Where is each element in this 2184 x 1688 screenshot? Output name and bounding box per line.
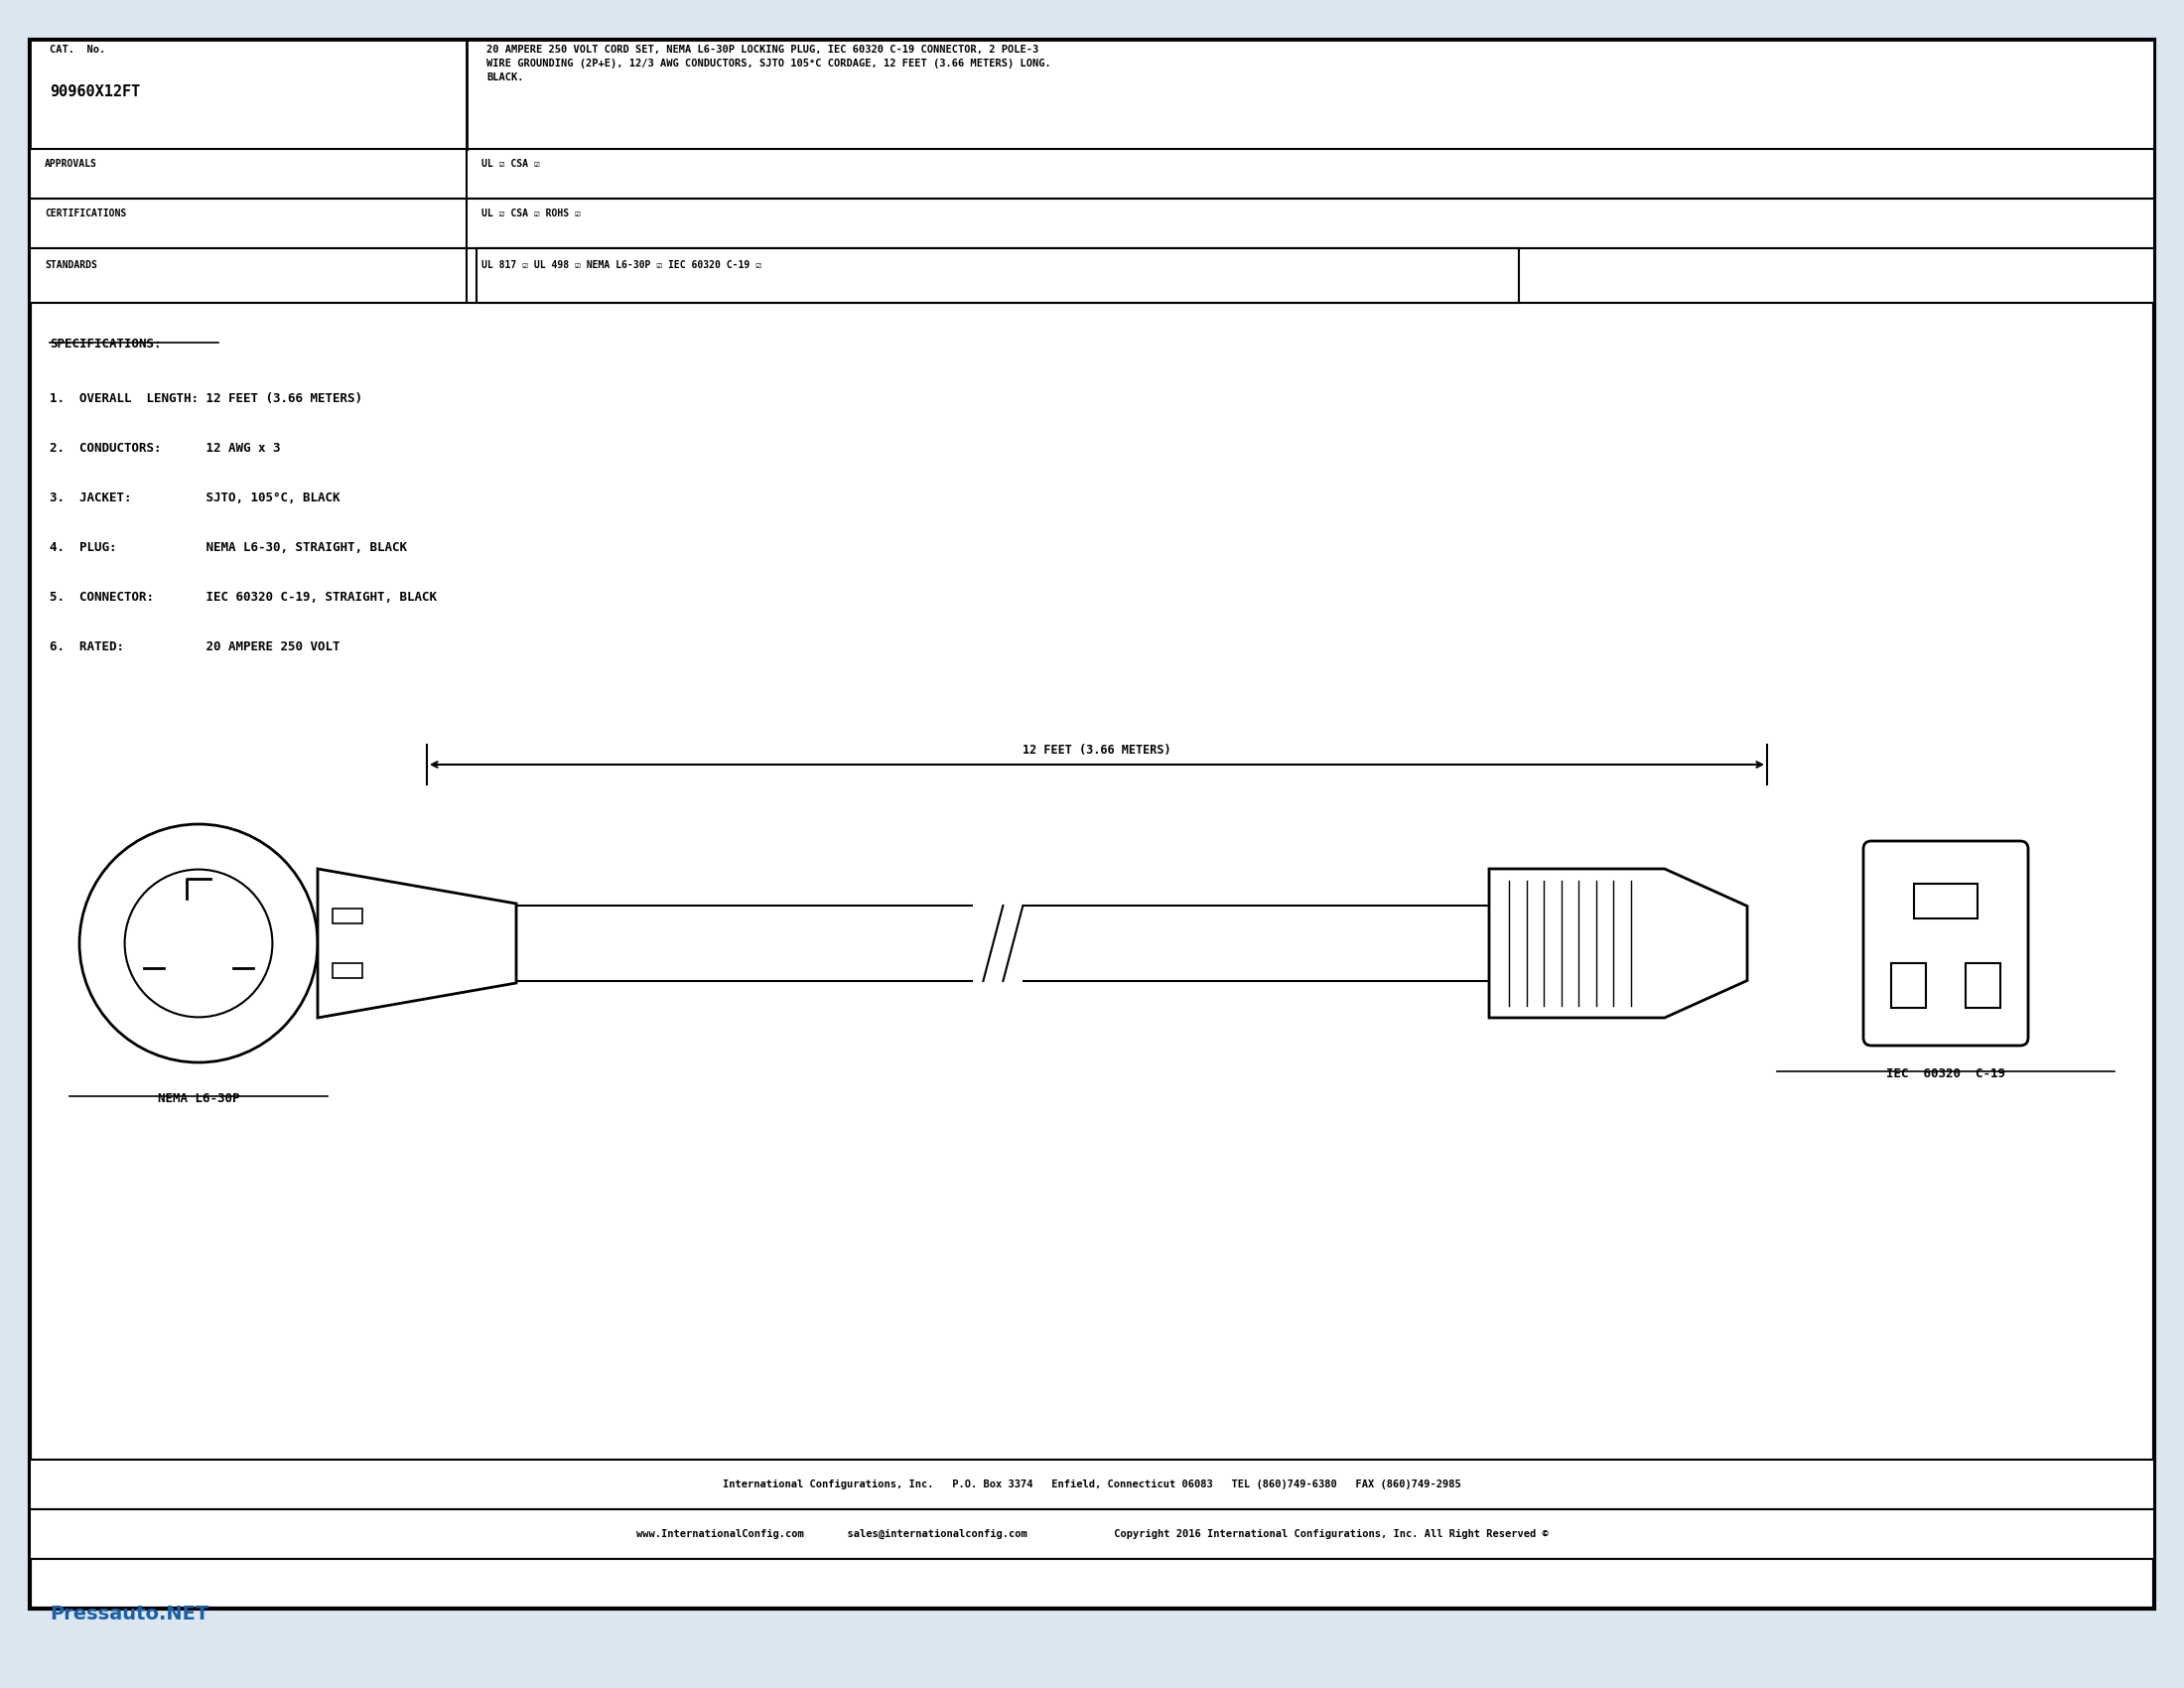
Text: STANDARDS: STANDARDS bbox=[44, 260, 96, 270]
Bar bbox=[31, 149, 2153, 199]
Bar bbox=[476, 248, 1518, 302]
Bar bbox=[31, 1460, 2153, 1509]
Bar bbox=[332, 964, 363, 977]
Circle shape bbox=[124, 869, 273, 1018]
Text: UL ☑ CSA ☑ ROHS ☑: UL ☑ CSA ☑ ROHS ☑ bbox=[480, 209, 581, 218]
Text: 3.  JACKET:          SJTO, 105°C, BLACK: 3. JACKET: SJTO, 105°C, BLACK bbox=[50, 491, 341, 505]
Text: 20 AMPERE 250 VOLT CORD SET, NEMA L6-30P LOCKING PLUG, IEC 60320 C-19 CONNECTOR,: 20 AMPERE 250 VOLT CORD SET, NEMA L6-30P… bbox=[487, 44, 1051, 83]
Text: SPECIFICATIONS:: SPECIFICATIONS: bbox=[50, 338, 162, 351]
Text: 90960X12FT: 90960X12FT bbox=[50, 84, 140, 100]
Bar bbox=[1913, 885, 1977, 918]
Text: UL 817 ☑ UL 498 ☑ NEMA L6-30P ☑ IEC 60320 C-19 ☑: UL 817 ☑ UL 498 ☑ NEMA L6-30P ☑ IEC 6032… bbox=[480, 260, 762, 270]
Text: CERTIFICATIONS: CERTIFICATIONS bbox=[44, 209, 127, 218]
Text: APPROVALS: APPROVALS bbox=[44, 159, 96, 169]
Text: International Configurations, Inc.   P.O. Box 3374   Enfield, Connecticut 06083 : International Configurations, Inc. P.O. … bbox=[723, 1479, 1461, 1489]
Bar bbox=[31, 248, 2153, 302]
Text: NEMA L6-30P: NEMA L6-30P bbox=[157, 1092, 240, 1106]
Text: 5.  CONNECTOR:       IEC 60320 C-19, STRAIGHT, BLACK: 5. CONNECTOR: IEC 60320 C-19, STRAIGHT, … bbox=[50, 591, 437, 604]
Text: CAT.  No.: CAT. No. bbox=[50, 44, 105, 54]
FancyBboxPatch shape bbox=[1863, 841, 2029, 1045]
Text: IEC  60320  C-19: IEC 60320 C-19 bbox=[1887, 1067, 2005, 1080]
Text: Pressauto.NET: Pressauto.NET bbox=[50, 1605, 210, 1624]
Text: 12 FEET (3.66 METERS): 12 FEET (3.66 METERS) bbox=[1022, 744, 1171, 756]
Bar bbox=[1891, 964, 1926, 1008]
Bar bbox=[31, 41, 2153, 149]
Text: 1.  OVERALL  LENGTH: 12 FEET (3.66 METERS): 1. OVERALL LENGTH: 12 FEET (3.66 METERS) bbox=[50, 392, 363, 405]
Polygon shape bbox=[317, 869, 515, 1018]
Text: 4.  PLUG:            NEMA L6-30, STRAIGHT, BLACK: 4. PLUG: NEMA L6-30, STRAIGHT, BLACK bbox=[50, 542, 406, 554]
Text: 2.  CONDUCTORS:      12 AWG x 3: 2. CONDUCTORS: 12 AWG x 3 bbox=[50, 442, 280, 454]
Bar bbox=[974, 901, 1022, 986]
Bar bbox=[31, 199, 2153, 248]
Bar bbox=[332, 908, 363, 923]
Text: www.InternationalConfig.com       sales@internationalconfig.com              Cop: www.InternationalConfig.com sales@intern… bbox=[636, 1529, 1548, 1539]
Text: 6.  RATED:           20 AMPERE 250 VOLT: 6. RATED: 20 AMPERE 250 VOLT bbox=[50, 640, 341, 653]
Bar bbox=[1966, 964, 2001, 1008]
Text: UL ☑ CSA ☑: UL ☑ CSA ☑ bbox=[480, 159, 539, 169]
Bar bbox=[31, 1509, 2153, 1560]
Circle shape bbox=[79, 824, 317, 1062]
Bar bbox=[515, 905, 1489, 981]
Polygon shape bbox=[1489, 869, 1747, 1018]
